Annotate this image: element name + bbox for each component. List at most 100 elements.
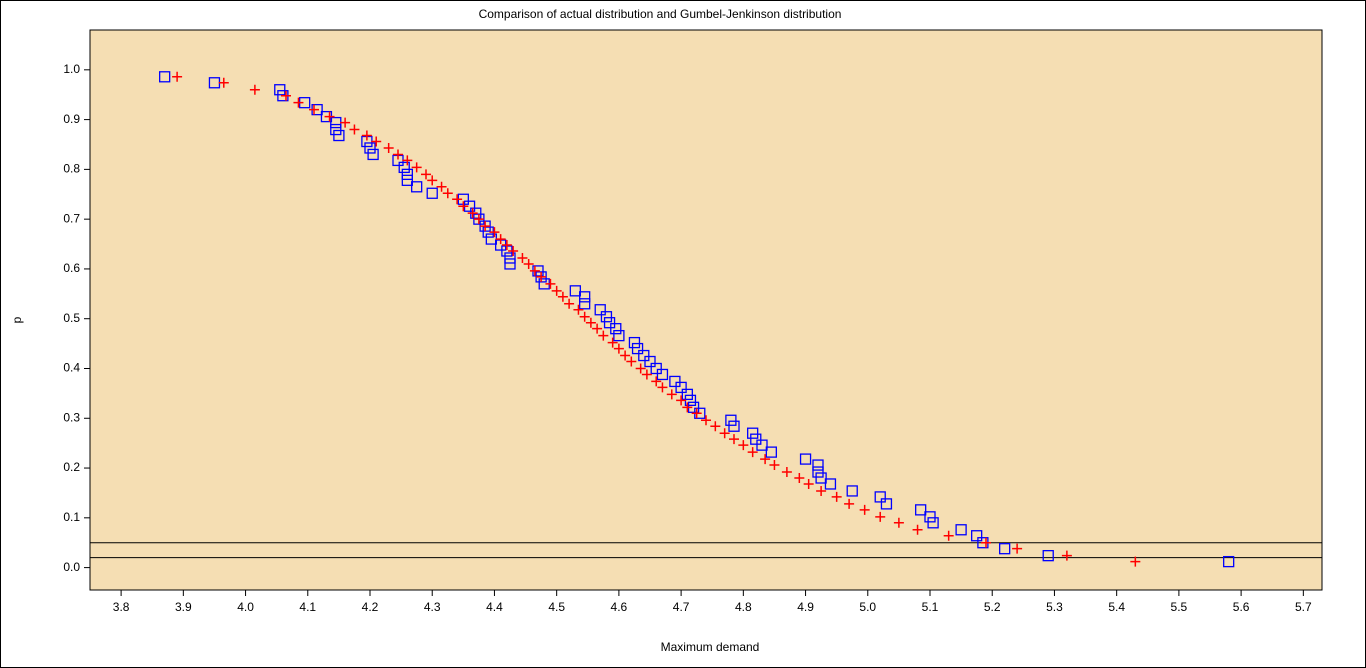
square-marker — [927, 517, 939, 529]
x-tick-label: 3.9 — [175, 600, 192, 614]
square-marker — [747, 427, 759, 439]
x-tick-label: 5.6 — [1233, 600, 1250, 614]
square-marker — [579, 291, 591, 303]
plus-marker — [480, 221, 491, 232]
plus-marker — [473, 214, 484, 225]
plus-marker — [517, 252, 528, 263]
y-tick-label: 0.0 — [63, 560, 80, 574]
x-tick-label: 3.8 — [113, 600, 130, 614]
x-tick-label: 4.3 — [424, 600, 441, 614]
plus-marker — [442, 188, 453, 199]
square-marker — [364, 142, 376, 154]
plus-marker — [769, 460, 780, 471]
square-marker — [613, 329, 625, 342]
plus-marker — [620, 350, 631, 361]
x-tick-label: 4.4 — [486, 600, 503, 614]
square-marker — [628, 336, 641, 349]
x-axis-label: Maximum demand — [661, 640, 760, 654]
y-axis-label: p — [10, 316, 24, 323]
plus-marker — [218, 77, 229, 88]
x-tick-label: 5.7 — [1295, 600, 1312, 614]
plus-marker — [523, 258, 534, 269]
plus-marker — [411, 162, 422, 173]
plus-marker — [613, 343, 624, 354]
x-tick-label: 5.1 — [922, 600, 939, 614]
plus-marker — [452, 194, 463, 205]
square-marker — [610, 323, 622, 335]
square-marker — [1223, 555, 1235, 568]
y-tick-label: 0.4 — [63, 361, 80, 375]
square-marker — [603, 317, 616, 329]
plus-marker — [249, 84, 260, 95]
x-tick-label: 4.6 — [611, 600, 628, 614]
plus-marker — [324, 111, 335, 122]
square-marker — [638, 349, 650, 362]
plus-marker — [393, 149, 403, 160]
square-marker — [725, 414, 737, 426]
square-marker — [915, 504, 927, 516]
plus-marker — [402, 155, 413, 166]
plus-marker — [859, 504, 870, 515]
plus-marker — [729, 434, 739, 445]
square-marker — [955, 524, 967, 536]
plus-marker — [943, 530, 954, 541]
plus-marker — [598, 330, 609, 341]
plus-marker — [361, 130, 372, 141]
square-marker — [750, 433, 762, 445]
x-tick-label: 4.5 — [548, 600, 565, 614]
y-tick-label: 0.9 — [63, 112, 80, 126]
x-tick-label: 4.0 — [237, 600, 254, 614]
plus-marker — [701, 415, 711, 426]
square-marker — [971, 530, 983, 542]
plus-marker — [676, 395, 687, 406]
square-marker — [675, 381, 687, 394]
plus-marker — [816, 485, 827, 496]
plus-marker — [281, 90, 291, 101]
y-tick-label: 0.1 — [63, 510, 80, 524]
y-tick-label: 0.6 — [63, 261, 80, 275]
square-marker — [874, 491, 886, 503]
plus-marker — [371, 136, 382, 147]
plus-marker — [421, 169, 431, 180]
x-tick-label: 4.9 — [797, 600, 814, 614]
square-marker — [880, 498, 893, 510]
x-tick-label: 4.8 — [735, 600, 752, 614]
plus-marker — [172, 71, 183, 82]
plus-marker — [309, 104, 319, 115]
square-marker — [401, 174, 413, 186]
plus-marker — [844, 498, 855, 509]
plus-marker — [1130, 556, 1141, 567]
square-marker — [812, 459, 824, 471]
square-marker — [1042, 550, 1054, 562]
square-marker — [669, 375, 681, 388]
square-marker — [812, 466, 824, 478]
plus-marker — [893, 517, 904, 528]
plus-marker — [607, 337, 618, 348]
plus-marker — [831, 491, 842, 502]
plus-marker — [573, 304, 584, 315]
x-tick-label: 4.1 — [299, 600, 316, 614]
plus-marker — [551, 285, 562, 296]
square-marker — [799, 453, 812, 465]
plus-marker — [458, 201, 469, 212]
square-marker — [681, 388, 693, 401]
y-tick-label: 0.8 — [63, 162, 80, 176]
plus-marker — [666, 389, 677, 400]
y-tick-label: 0.3 — [63, 410, 80, 424]
plus-marker — [293, 97, 304, 108]
square-marker — [594, 304, 606, 316]
square-marker — [504, 258, 516, 270]
plus-marker — [579, 311, 590, 322]
square-marker — [631, 342, 644, 355]
plus-marker — [626, 356, 637, 367]
plus-marker — [585, 317, 596, 328]
plus-marker — [1061, 550, 1072, 561]
plus-marker — [592, 323, 603, 334]
square-marker — [274, 84, 286, 96]
plus-marker — [651, 376, 662, 387]
square-marker — [650, 362, 662, 375]
plus-marker — [635, 363, 646, 374]
plus-marker — [467, 208, 478, 219]
plus-marker — [641, 369, 652, 380]
